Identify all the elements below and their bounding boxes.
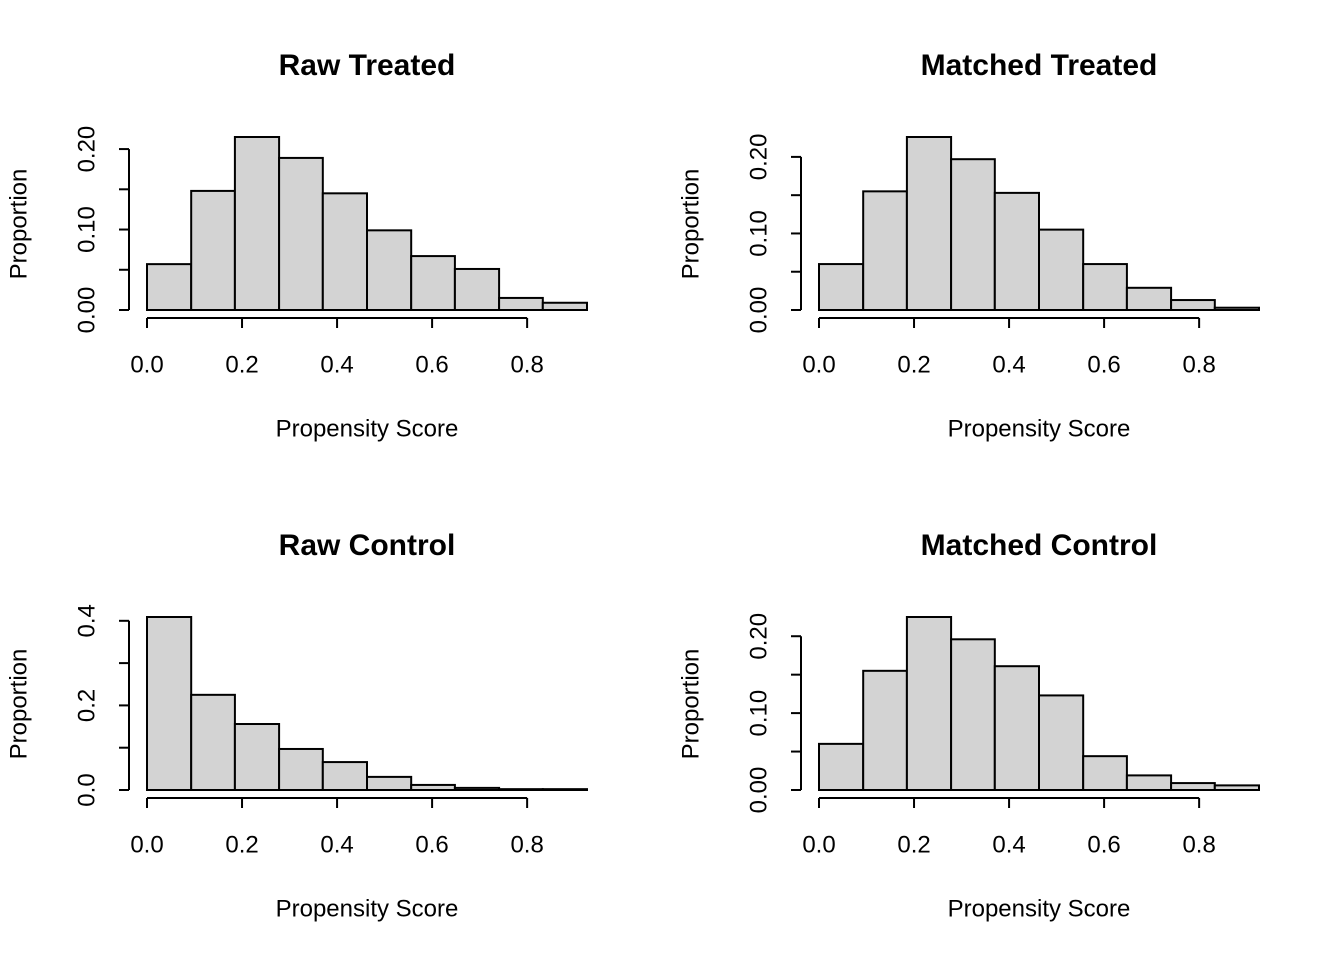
x-axis-label: Propensity Score xyxy=(276,895,459,922)
bar xyxy=(818,742,865,791)
x-tick-label: 0.2 xyxy=(897,351,930,378)
chart-title: Raw Treated xyxy=(279,49,456,82)
x-tick-label: 0.0 xyxy=(130,831,163,858)
bar xyxy=(993,665,1040,791)
bar xyxy=(1170,299,1216,312)
x-tick-label: 0.8 xyxy=(510,831,543,858)
bar xyxy=(146,263,193,312)
y-tick-label: 0.20 xyxy=(745,613,772,660)
y-tick-label: 0.00 xyxy=(745,767,772,814)
x-tick-label: 0.2 xyxy=(225,831,258,858)
bar xyxy=(1082,263,1128,312)
bar xyxy=(1170,782,1216,792)
bar xyxy=(146,616,193,791)
x-tick-label: 0.2 xyxy=(897,831,930,858)
x-tick-label: 0.8 xyxy=(1182,831,1215,858)
x-axis-label: Propensity Score xyxy=(948,895,1131,922)
bar xyxy=(366,229,413,311)
y-tick-label: 0.20 xyxy=(73,126,100,173)
y-tick-label: 0.00 xyxy=(73,287,100,334)
x-tick-label: 0.4 xyxy=(992,831,1025,858)
x-tick-label: 0.0 xyxy=(130,351,163,378)
chart-title: Matched Control xyxy=(921,529,1158,562)
x-tick-label: 0.0 xyxy=(802,831,835,858)
bar xyxy=(190,189,236,311)
bar xyxy=(818,263,865,312)
bar xyxy=(1125,774,1173,792)
y-tick-label: 0.4 xyxy=(73,604,100,637)
bar xyxy=(541,788,588,792)
bar xyxy=(233,723,281,791)
y-tick-label: 0.20 xyxy=(745,134,772,181)
y-tick-label: 0.0 xyxy=(73,773,100,806)
bar xyxy=(278,747,324,791)
x-axis-label: Propensity Score xyxy=(276,415,459,442)
x-tick-label: 0.4 xyxy=(320,351,353,378)
x-tick-label: 0.8 xyxy=(1182,351,1215,378)
x-axis-label: Propensity Score xyxy=(948,415,1131,442)
y-tick-label: 0.10 xyxy=(745,690,772,737)
bar xyxy=(1213,784,1260,791)
bar xyxy=(541,301,588,312)
bar xyxy=(410,255,456,312)
y-axis-label: Proportion xyxy=(5,649,32,760)
bar xyxy=(905,136,953,311)
y-tick-label: 0.00 xyxy=(745,287,772,334)
bar xyxy=(1125,286,1173,311)
bar xyxy=(453,267,501,312)
bar xyxy=(862,669,908,791)
bar xyxy=(190,693,236,792)
y-axis-label: Proportion xyxy=(677,649,704,760)
bar xyxy=(321,761,368,791)
y-tick-label: 0.2 xyxy=(73,689,100,722)
x-tick-label: 0.6 xyxy=(1087,831,1120,858)
bar xyxy=(993,191,1040,311)
x-tick-label: 0.2 xyxy=(225,351,258,378)
y-axis-label: Proportion xyxy=(677,169,704,280)
y-tick-label: 0.10 xyxy=(73,206,100,253)
x-tick-label: 0.4 xyxy=(320,831,353,858)
x-tick-label: 0.8 xyxy=(510,351,543,378)
x-tick-label: 0.0 xyxy=(802,351,835,378)
x-tick-label: 0.6 xyxy=(1087,351,1120,378)
x-tick-label: 0.6 xyxy=(415,831,448,858)
bar xyxy=(862,190,908,312)
bar xyxy=(950,638,996,792)
bar xyxy=(498,788,544,792)
y-tick-label: 0.10 xyxy=(745,210,772,257)
bar xyxy=(410,783,456,791)
x-tick-label: 0.4 xyxy=(992,351,1025,378)
bar xyxy=(321,192,368,311)
bar xyxy=(1038,228,1085,312)
bar xyxy=(233,136,281,311)
bar xyxy=(1213,306,1260,312)
bar xyxy=(905,616,953,791)
bar xyxy=(950,158,996,311)
bar xyxy=(1082,755,1128,791)
bar xyxy=(278,156,324,311)
bar xyxy=(1038,694,1085,792)
chart-title: Matched Treated xyxy=(921,49,1158,82)
x-tick-label: 0.6 xyxy=(415,351,448,378)
bar xyxy=(498,296,544,312)
bar xyxy=(453,786,501,791)
bar xyxy=(366,775,413,791)
chart-title: Raw Control xyxy=(279,529,456,562)
y-axis-label: Proportion xyxy=(5,169,32,280)
